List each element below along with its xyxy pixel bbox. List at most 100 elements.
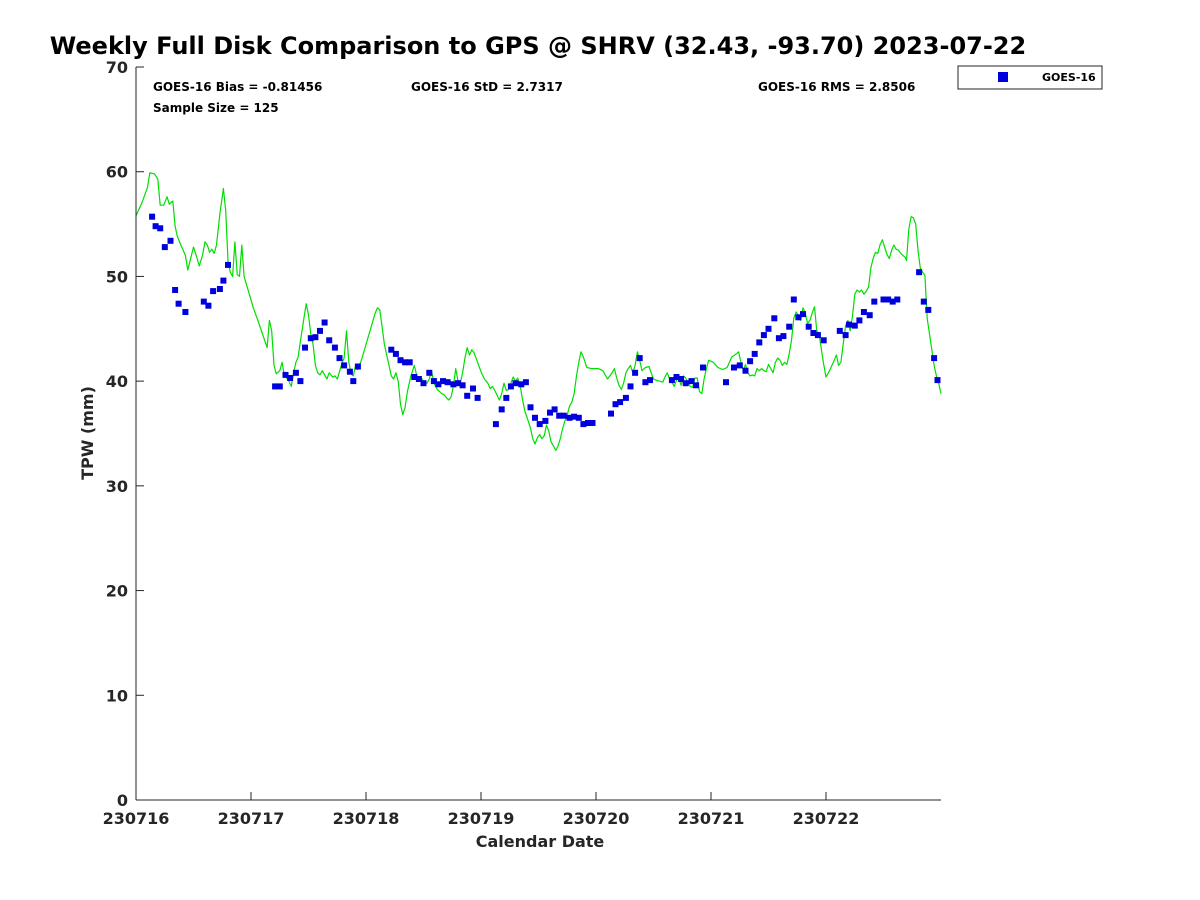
y-tick-label: 30: [106, 477, 128, 496]
goes16-point: [814, 332, 821, 339]
goes16-point: [276, 383, 283, 390]
goes16-point: [411, 374, 418, 380]
goes16-point: [575, 414, 582, 421]
goes16-point: [220, 277, 227, 284]
goes16-point: [527, 404, 534, 411]
goes16-point: [161, 244, 168, 251]
y-tick-label: 70: [106, 58, 128, 77]
x-tick-label: 230721: [678, 809, 745, 828]
goes16-point: [200, 298, 207, 305]
goes16-point: [851, 322, 858, 329]
chart-title: Weekly Full Disk Comparison to GPS @ SHR…: [50, 32, 1026, 60]
goes16-point: [512, 380, 519, 387]
x-tick-label: 230718: [333, 809, 400, 828]
goes16-point: [415, 376, 422, 382]
goes16-point: [287, 375, 294, 381]
goes16-point: [450, 381, 457, 388]
goes16-point: [771, 315, 778, 322]
goes16-point: [507, 383, 514, 390]
goes16-point: [406, 359, 413, 366]
goes16-point: [894, 296, 901, 303]
goes16-point: [617, 399, 624, 406]
y-tick-label: 10: [106, 686, 128, 705]
goes16-point: [157, 225, 164, 232]
goes16-point: [688, 378, 695, 385]
goes16-point: [751, 350, 758, 357]
y-axis-label: TPW (mm): [78, 386, 97, 480]
gps-series: [135, 172, 942, 451]
legend-goes16-label: GOES-16: [1042, 71, 1096, 84]
goes16-point: [756, 339, 763, 346]
bias-annotation: GOES-16 Bias = -0.81456: [153, 80, 322, 94]
goes16-point: [780, 333, 787, 340]
goes16-point: [440, 378, 446, 385]
goes16-point: [210, 288, 217, 295]
goes16-point: [397, 357, 404, 364]
goes16-point: [282, 371, 289, 378]
goes16-point: [522, 379, 529, 386]
goes16-point: [341, 362, 348, 369]
goes16-point: [742, 367, 749, 374]
goes16-point: [474, 394, 481, 401]
goes16-point: [920, 298, 927, 305]
goes16-point: [885, 296, 892, 303]
y-tick-label: 0: [117, 791, 128, 810]
goes16-point: [542, 417, 549, 424]
goes16-point: [297, 378, 304, 385]
goes16-point: [571, 413, 578, 420]
goes16-point: [492, 421, 499, 428]
goes16-point: [622, 394, 629, 401]
goes16-point: [149, 213, 156, 220]
goes16-point: [668, 377, 675, 384]
goes16-point: [392, 350, 399, 357]
y-tick-label: 50: [106, 267, 128, 286]
goes16-point: [346, 368, 353, 375]
goes16-point: [470, 385, 476, 392]
goes16-point: [775, 335, 782, 342]
y-tick-label: 20: [106, 582, 128, 601]
goes16-point: [795, 314, 802, 321]
goes16-point: [560, 412, 567, 419]
goes16-point: [175, 300, 182, 307]
y-tick-label: 40: [106, 372, 128, 391]
goes16-point: [459, 382, 466, 389]
goes16-point: [547, 409, 553, 416]
x-tick-label: 230719: [448, 809, 515, 828]
goes16-point: [786, 323, 793, 330]
goes16-point: [444, 379, 451, 386]
goes16-point: [627, 383, 634, 390]
goes16-point: [636, 355, 643, 362]
goes16-point: [430, 378, 437, 385]
sample-size-annotation: Sample Size = 125: [153, 101, 279, 115]
goes16-point: [312, 334, 319, 341]
legend-box: [957, 65, 1103, 90]
goes16-point: [642, 379, 649, 386]
goes16-point: [889, 298, 896, 305]
goes16-point: [182, 309, 189, 315]
goes16-point: [931, 355, 938, 362]
goes16-point: [292, 369, 299, 376]
goes16-point: [498, 406, 505, 413]
goes16-point: [678, 376, 685, 382]
goes16-point: [272, 383, 279, 390]
goes16-point: [846, 321, 852, 328]
goes16-point: [842, 332, 849, 339]
goes16-point: [336, 355, 343, 362]
goes16-point: [326, 337, 333, 344]
goes16-point: [532, 414, 538, 421]
goes16-point: [420, 380, 427, 387]
goes16-point: [916, 269, 923, 276]
legend: GOES-16: [957, 65, 1103, 90]
goes16-point: [925, 306, 932, 313]
goes16-point: [800, 311, 806, 318]
goes16-point: [589, 420, 596, 426]
goes16-point: [388, 346, 395, 353]
rms-annotation: GOES-16 RMS = 2.8506: [758, 80, 915, 94]
goes16-point: [805, 323, 812, 330]
goes16-point: [790, 296, 797, 303]
goes16-point: [350, 378, 357, 385]
goes16-point: [556, 412, 563, 419]
goes16-point: [731, 364, 737, 371]
goes16-point: [880, 296, 887, 303]
